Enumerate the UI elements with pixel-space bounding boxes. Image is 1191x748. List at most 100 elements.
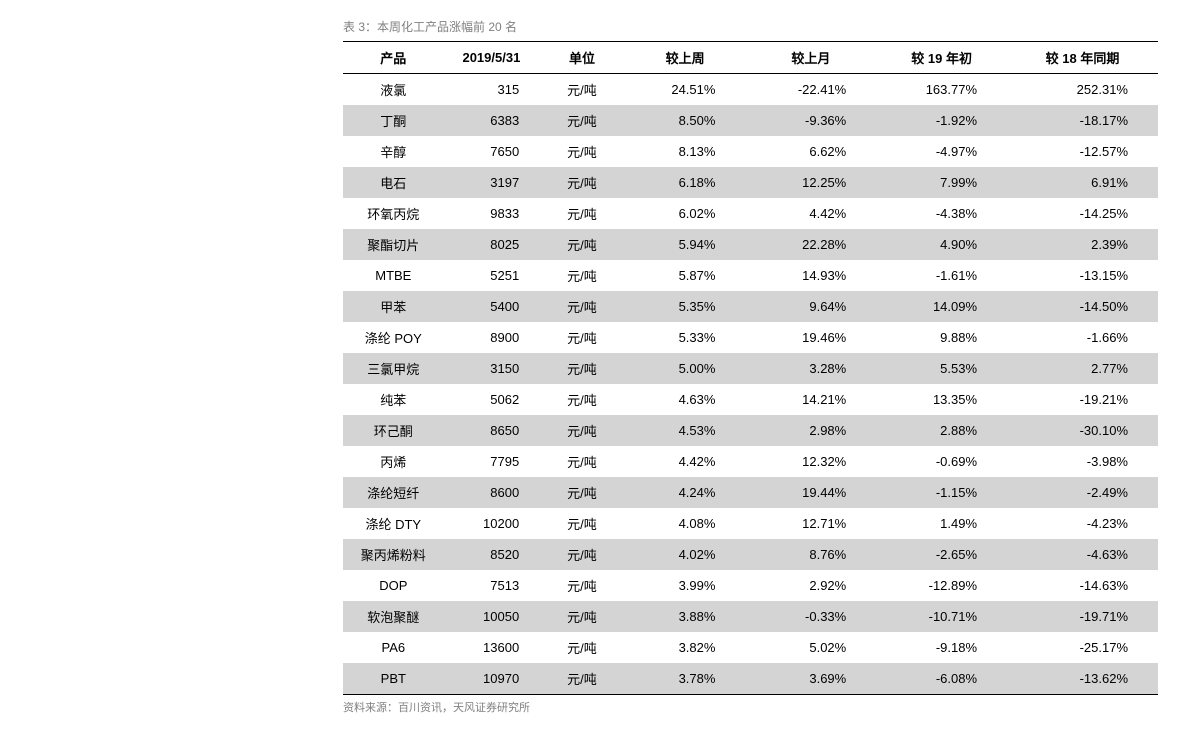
cell-date: 7795 (444, 446, 540, 477)
cell-mo: 8.76% (745, 539, 876, 570)
cell-unit: 元/吨 (539, 477, 625, 508)
cell-product: MTBE (343, 260, 444, 291)
cell-mo: -22.41% (745, 74, 876, 106)
cell-product: 甲苯 (343, 291, 444, 322)
cell-yoy: -4.63% (1007, 539, 1158, 570)
cell-yoy: -14.63% (1007, 570, 1158, 601)
cell-wk: 8.13% (625, 136, 746, 167)
cell-unit: 元/吨 (539, 74, 625, 106)
cell-mo: 12.25% (745, 167, 876, 198)
cell-mo: -9.36% (745, 105, 876, 136)
cell-mo: 9.64% (745, 291, 876, 322)
cell-unit: 元/吨 (539, 570, 625, 601)
cell-yoy: -19.21% (1007, 384, 1158, 415)
cell-unit: 元/吨 (539, 260, 625, 291)
header-unit: 单位 (539, 42, 625, 74)
cell-yoy: -3.98% (1007, 446, 1158, 477)
cell-wk: 5.94% (625, 229, 746, 260)
table-row: 甲苯5400元/吨5.35%9.64%14.09%-14.50% (343, 291, 1158, 322)
cell-wk: 3.88% (625, 601, 746, 632)
cell-wk: 4.02% (625, 539, 746, 570)
cell-mo: 19.46% (745, 322, 876, 353)
cell-wk: 24.51% (625, 74, 746, 106)
cell-date: 10970 (444, 663, 540, 695)
cell-wk: 5.87% (625, 260, 746, 291)
cell-wk: 3.99% (625, 570, 746, 601)
cell-date: 6383 (444, 105, 540, 136)
cell-mo: 22.28% (745, 229, 876, 260)
cell-date: 315 (444, 74, 540, 106)
header-ytd: 较 19 年初 (876, 42, 1007, 74)
cell-date: 8520 (444, 539, 540, 570)
cell-date: 8025 (444, 229, 540, 260)
header-mo: 较上月 (745, 42, 876, 74)
cell-product: PBT (343, 663, 444, 695)
cell-wk: 4.08% (625, 508, 746, 539)
cell-wk: 6.02% (625, 198, 746, 229)
cell-yoy: -1.66% (1007, 322, 1158, 353)
cell-yoy: -2.49% (1007, 477, 1158, 508)
cell-product: 涤纶 POY (343, 322, 444, 353)
cell-yoy: -4.23% (1007, 508, 1158, 539)
cell-date: 8900 (444, 322, 540, 353)
cell-product: 电石 (343, 167, 444, 198)
table-row: 涤纶 DTY10200元/吨4.08%12.71%1.49%-4.23% (343, 508, 1158, 539)
table-row: 聚酯切片8025元/吨5.94%22.28%4.90%2.39% (343, 229, 1158, 260)
cell-ytd: -4.97% (876, 136, 1007, 167)
cell-ytd: -12.89% (876, 570, 1007, 601)
cell-ytd: -1.92% (876, 105, 1007, 136)
cell-yoy: -18.17% (1007, 105, 1158, 136)
cell-date: 8650 (444, 415, 540, 446)
cell-ytd: 163.77% (876, 74, 1007, 106)
cell-ytd: -6.08% (876, 663, 1007, 695)
cell-ytd: -1.61% (876, 260, 1007, 291)
cell-ytd: 4.90% (876, 229, 1007, 260)
cell-yoy: -14.50% (1007, 291, 1158, 322)
cell-ytd: 7.99% (876, 167, 1007, 198)
cell-unit: 元/吨 (539, 198, 625, 229)
cell-product: 三氯甲烷 (343, 353, 444, 384)
cell-ytd: -0.69% (876, 446, 1007, 477)
cell-product: 软泡聚醚 (343, 601, 444, 632)
cell-yoy: -12.57% (1007, 136, 1158, 167)
cell-yoy: 2.77% (1007, 353, 1158, 384)
cell-wk: 3.78% (625, 663, 746, 695)
cell-unit: 元/吨 (539, 384, 625, 415)
cell-date: 10050 (444, 601, 540, 632)
cell-mo: 12.71% (745, 508, 876, 539)
cell-yoy: 2.39% (1007, 229, 1158, 260)
table-row: 环己酮8650元/吨4.53%2.98%2.88%-30.10% (343, 415, 1158, 446)
cell-date: 13600 (444, 632, 540, 663)
cell-product: 涤纶 DTY (343, 508, 444, 539)
cell-unit: 元/吨 (539, 539, 625, 570)
header-product: 产品 (343, 42, 444, 74)
table-row: 纯苯5062元/吨4.63%14.21%13.35%-19.21% (343, 384, 1158, 415)
cell-unit: 元/吨 (539, 167, 625, 198)
cell-date: 3150 (444, 353, 540, 384)
cell-mo: 3.69% (745, 663, 876, 695)
cell-date: 9833 (444, 198, 540, 229)
table-title: 表 3：本周化工产品涨幅前 20 名 (343, 18, 1158, 35)
header-yoy: 较 18 年同期 (1007, 42, 1158, 74)
cell-unit: 元/吨 (539, 291, 625, 322)
cell-unit: 元/吨 (539, 105, 625, 136)
table-container: 表 3：本周化工产品涨幅前 20 名 产品 2019/5/31 单位 较上周 较… (343, 18, 1158, 715)
cell-unit: 元/吨 (539, 663, 625, 695)
cell-mo: 5.02% (745, 632, 876, 663)
cell-date: 7513 (444, 570, 540, 601)
table-row: MTBE5251元/吨5.87%14.93%-1.61%-13.15% (343, 260, 1158, 291)
table-row: 涤纶 POY8900元/吨5.33%19.46%9.88%-1.66% (343, 322, 1158, 353)
cell-ytd: 13.35% (876, 384, 1007, 415)
cell-unit: 元/吨 (539, 601, 625, 632)
table-row: PBT10970元/吨3.78%3.69%-6.08%-13.62% (343, 663, 1158, 695)
cell-mo: 2.98% (745, 415, 876, 446)
table-row: 软泡聚醚10050元/吨3.88%-0.33%-10.71%-19.71% (343, 601, 1158, 632)
cell-wk: 4.53% (625, 415, 746, 446)
cell-wk: 4.24% (625, 477, 746, 508)
cell-product: 丁酮 (343, 105, 444, 136)
cell-ytd: -4.38% (876, 198, 1007, 229)
header-date: 2019/5/31 (444, 42, 540, 74)
cell-date: 5062 (444, 384, 540, 415)
cell-yoy: -13.62% (1007, 663, 1158, 695)
cell-mo: -0.33% (745, 601, 876, 632)
